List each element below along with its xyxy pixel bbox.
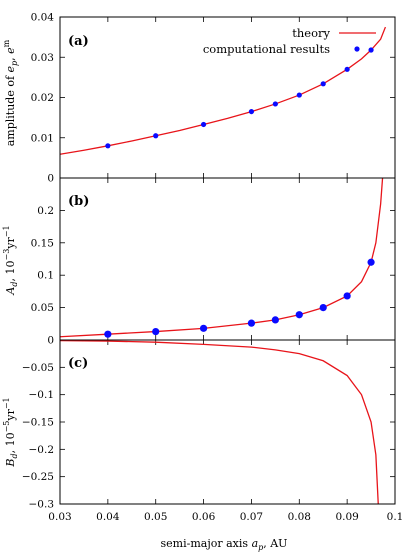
panel-b-ytick-label: 0.2 (37, 205, 54, 217)
panel-b-ylabel-rest: , 10 (4, 261, 17, 282)
panel-a-data-point (344, 66, 350, 72)
x-tick-label: 0.07 (240, 511, 263, 523)
panel-a-data-point (272, 101, 278, 107)
panel-b-data-point (199, 324, 208, 332)
panel-a-data-point (368, 47, 374, 53)
x-tick-label: 0.03 (48, 511, 71, 523)
x-tick-label: 0.08 (288, 511, 311, 523)
panel-c-ylabel-unit-exp: −1 (2, 397, 11, 409)
panel-c-ylabel-rest: , 10 (4, 432, 17, 453)
panel-b-ylabel-sub: d (10, 282, 19, 287)
panel-b-theory-line (60, 178, 384, 338)
panel-c-ylabel-unit: yr (4, 408, 17, 421)
panel-b-data-point (247, 319, 256, 327)
panel-c-ytick-label: −0.3 (29, 499, 55, 511)
panel-b-ytick-label: 0 (47, 335, 54, 347)
panel-c: −0.05 −0.1 −0.15 −0.2 −0.25 −0.30.03 0.04 0.05 0… (2, 340, 403, 552)
panel-a-plot (60, 26, 387, 155)
panel-b-ylabel-a: A (4, 287, 17, 296)
panel-c-ytick-label: −0.2 (29, 444, 55, 456)
panel-b-ticks: 0 0.05 0.1 0.15 0.2 (31, 178, 396, 347)
panel-b-label: (b) (68, 194, 89, 209)
panel-a-data-point (153, 133, 159, 139)
x-tick-label: 0.09 (335, 511, 358, 523)
panel-a-ylabel: amplitude of ep, em (2, 39, 19, 146)
panel-b-ylabel-unit-exp: −1 (2, 225, 11, 237)
panel-b-data-point (343, 292, 351, 300)
panel-c-ytick-label: −0.1 (29, 389, 55, 401)
panel-c-ylabel-b: B (4, 459, 17, 468)
panel-a: 00.010.020.030.04 (a) amplitude of ep, e… (2, 12, 396, 185)
panel-c-ytick-label: −0.05 (22, 362, 54, 374)
panel-c-theory-line (60, 340, 379, 504)
panel-b-plot (60, 178, 384, 338)
panel-b-ytick-label: 0.1 (37, 270, 54, 282)
panel-c-ticks: −0.05 −0.1 −0.15 −0.2 −0.25 −0.30.03 0.04 0.05 0… (22, 340, 404, 523)
panel-a-data-point (248, 108, 255, 115)
panel-b-data-point (367, 258, 375, 266)
panel-c-frame (59, 339, 396, 505)
x-axis-label-prefix: semi-major axis (161, 537, 252, 550)
panel-a-ticks: 0 0.01 0.02 0.03 0.04 (31, 12, 396, 185)
x-tick-label: 0.1 (387, 511, 404, 523)
panel-b-ylabel-unit: yr (4, 236, 17, 249)
panel-b-data-point (295, 311, 303, 319)
panel-frames (59, 16, 396, 505)
panel-b-ytick-label: 0.05 (31, 302, 54, 314)
panel-a-ytick-label: 0.01 (31, 132, 54, 144)
panel-a-data-point (320, 81, 326, 87)
panel-a-data-point (105, 143, 111, 149)
panel-c-ytick-label: −0.15 (22, 417, 54, 429)
panel-b-ytick-label: 0.15 (31, 237, 54, 249)
panel-b-frame (59, 177, 396, 341)
panel-b-data-point (319, 304, 327, 312)
panel-a-ylabel-sup: m (2, 39, 11, 47)
panel-a-label: (a) (68, 34, 89, 49)
legend: theory computational results (203, 26, 376, 56)
panel-c-ylabel-exp: −5 (2, 421, 11, 433)
panel-a-ylabel-e1: e (4, 65, 17, 72)
x-tick-label: 0.04 (96, 511, 120, 523)
panel-a-ylabel-e2: e (4, 47, 17, 54)
panel-b-data-point (271, 316, 279, 324)
legend-theory-label: theory (292, 26, 330, 40)
panel-a-ytick-label: 0.04 (31, 12, 55, 24)
panel-c-label: (c) (68, 356, 88, 371)
x-tick-label: 0.05 (144, 511, 167, 523)
panel-c-ylabel: Bd, 10−5yr−1 (2, 397, 19, 467)
legend-computational-marker (354, 46, 360, 52)
panel-a-ylabel-sub: p (10, 61, 19, 66)
panel-a-ytick-label: 0.02 (31, 92, 54, 104)
panel-c-ytick-label: −0.25 (22, 471, 54, 483)
panel-b-data-point (152, 327, 160, 336)
panel-c-plot (60, 340, 379, 504)
panel-b: 0 0.05 0.1 0.15 0.2 (b) Ad, 10−3yr−1 (2, 178, 396, 347)
panel-b-ylabel-exp: −3 (2, 249, 11, 261)
panel-a-ytick-label: 0.03 (31, 52, 54, 64)
panel-a-ytick-label: 0 (47, 173, 54, 185)
panel-a-data-point (296, 92, 302, 98)
panel-c-ylabel-sub: d (10, 453, 19, 458)
x-axis-label-a: a (252, 537, 259, 550)
panel-b-ylabel: Ad, 10−3yr−1 (2, 225, 19, 295)
x-axis-label-suffix: , AU (263, 537, 287, 550)
x-axis-label: semi-major axis ap, AU (161, 537, 288, 552)
panel-a-data-point (200, 121, 207, 128)
panel-b-data-point (104, 330, 112, 338)
panel-a-ylabel-prefix: amplitude of (4, 72, 17, 146)
legend-computational-label: computational results (203, 42, 330, 56)
x-tick-label: 0.06 (192, 511, 216, 523)
panel-a-ylabel-comma: , (4, 54, 17, 61)
x-axis-label-sub: p (258, 543, 263, 552)
